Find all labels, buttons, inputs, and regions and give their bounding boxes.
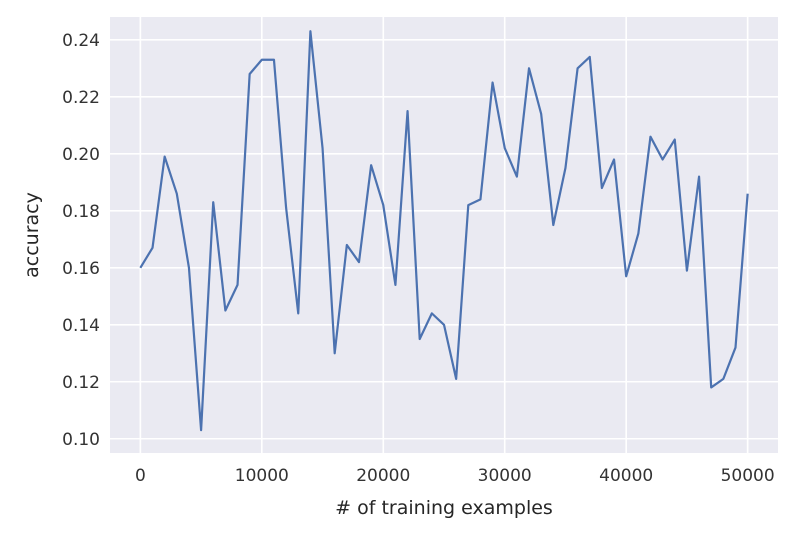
y-tick-label: 0.22 (62, 88, 100, 108)
y-axis-label: accuracy (21, 192, 43, 278)
x-tick-label: 20000 (356, 466, 410, 486)
y-tick-label: 0.10 (62, 430, 100, 450)
x-tick-label: 0 (135, 466, 146, 486)
x-axis-label: # of training examples (335, 497, 553, 519)
x-tick-label: 40000 (599, 466, 653, 486)
y-tick-label: 0.20 (62, 145, 100, 165)
y-tick-label: 0.24 (62, 31, 100, 51)
grid-lines (110, 17, 778, 453)
plot-background (110, 17, 778, 453)
y-tick-label: 0.18 (62, 202, 100, 222)
x-tick-label: 30000 (478, 466, 532, 486)
x-tick-label: 10000 (235, 466, 289, 486)
x-tick-label: 50000 (721, 466, 775, 486)
y-tick-label: 0.12 (62, 373, 100, 393)
y-tick-label: 0.14 (62, 316, 100, 336)
tick-labels: 0 10000 20000 30000 40000 50000 0.10 0.12 0.14 0.… (62, 31, 775, 486)
y-tick-label: 0.16 (62, 259, 100, 279)
series-layer (139, 30, 749, 432)
